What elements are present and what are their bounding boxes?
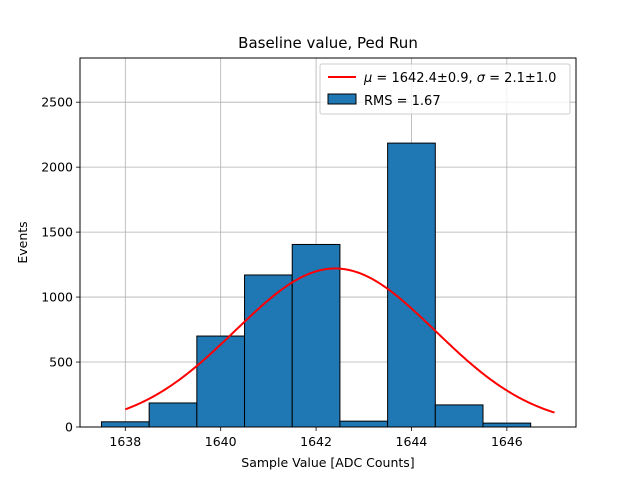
x-tick-label: 1638 — [109, 434, 141, 449]
histogram-bar — [196, 335, 246, 428]
y-tick-label: 2000 — [41, 160, 73, 175]
y-axis-label: Events — [15, 221, 30, 263]
plot-frame — [79, 57, 577, 428]
y-tick-label: 2500 — [41, 95, 73, 110]
y-tick-label: 500 — [49, 355, 73, 370]
histogram-bar — [434, 404, 484, 428]
legend-histogram-swatch — [327, 93, 357, 105]
histogram-bar — [482, 422, 532, 428]
chart-title: Baseline value, Ped Run — [238, 34, 418, 52]
histogram-bar — [148, 402, 198, 428]
x-axis-label: Sample Value [ADC Counts] — [241, 455, 414, 470]
x-tick-label: 1640 — [205, 434, 237, 449]
x-tick-label: 1642 — [300, 434, 332, 449]
histogram-bar — [339, 420, 389, 428]
legend-sigma-value: = 2.1±1.0 — [485, 71, 556, 86]
legend-histogram-label: RMS = 1.67 — [364, 94, 441, 109]
legend-mu-value: = 1642.4±0.9, — [372, 71, 476, 86]
legend-box — [319, 63, 571, 115]
y-tick-label: 1000 — [41, 290, 73, 305]
legend: μ = 1642.4±0.9, σ = 2.1±1.0 RMS = 1.67 — [319, 63, 571, 115]
histogram-bar — [291, 243, 341, 428]
legend-sigma-symbol: σ — [477, 71, 486, 86]
legend-mu-symbol: μ — [363, 71, 372, 86]
gaussian-fit-curve — [124, 267, 555, 414]
y-tick-label: 1500 — [41, 225, 73, 240]
y-axis-ticks: 0 500 1000 1500 2000 2500 — [41, 95, 80, 435]
histogram-bar — [387, 142, 436, 428]
fit-curve-group — [124, 267, 555, 414]
x-axis-ticks: 1638 1640 1642 1644 1646 — [109, 427, 523, 449]
legend-fit-label: μ = 1642.4±0.9, σ = 2.1±1.0 — [363, 71, 556, 86]
x-tick-label: 1644 — [396, 434, 428, 449]
y-tick-label: 0 — [65, 420, 73, 435]
histogram-bar — [100, 421, 150, 428]
histogram-bar — [244, 274, 293, 428]
x-tick-label: 1646 — [491, 434, 523, 449]
